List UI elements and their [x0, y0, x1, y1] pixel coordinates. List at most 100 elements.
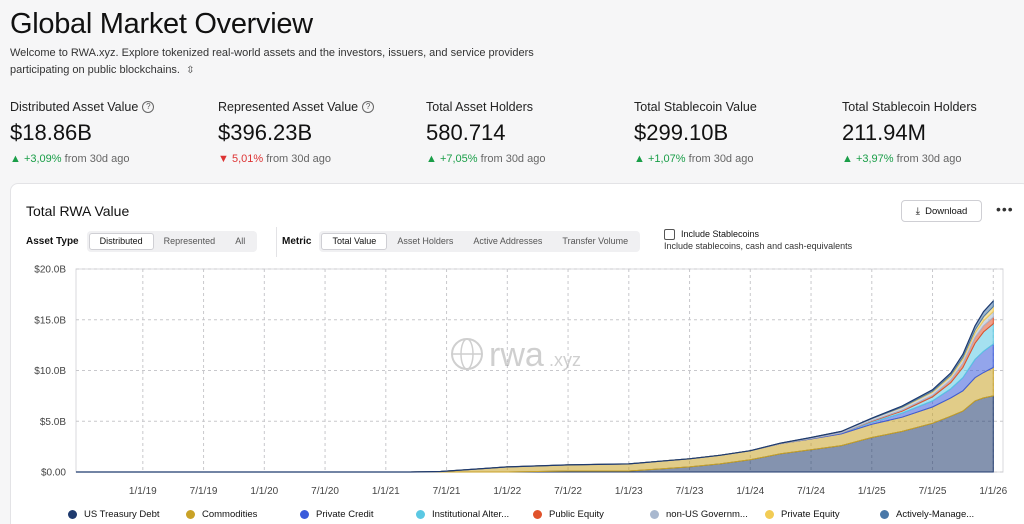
asset-type-option-distributed[interactable]: Distributed [88, 232, 154, 250]
kpi-distributed-asset-value: Distributed Asset Value? $18.86B ▲ +3,09… [10, 100, 210, 165]
globe-meridian [460, 338, 474, 370]
x-tick-label: 1/1/21 [372, 486, 400, 497]
kpi-value: $299.10B [634, 120, 729, 145]
translate-icon[interactable]: ⇳ [186, 65, 195, 76]
legend-label: non-US Governm... [666, 509, 748, 520]
metric-option-transfer-volume[interactable]: Transfer Volume [562, 235, 629, 246]
legend-item[interactable]: Public Equity [533, 509, 604, 520]
legend-swatch [416, 510, 425, 519]
metric-segmented-control: Total Value Asset Holders Active Address… [319, 230, 641, 252]
asset-type-option-all[interactable]: All [235, 235, 246, 246]
legend-item[interactable]: Actively-Manage... [880, 509, 974, 520]
kpi-label: Represented Asset Value [218, 100, 359, 114]
card-title: Total RWA Value [26, 203, 130, 219]
kpi-total-stablecoin-holders: Total Stablecoin Holders 211.94M ▲ +3,97… [842, 100, 1024, 165]
kpi-period: from 30d ago [480, 153, 546, 165]
legend-swatch [880, 510, 889, 519]
kpi-change: +1,07% [647, 153, 686, 165]
legend-swatch [765, 510, 774, 519]
x-tick-label: 1/1/19 [129, 486, 157, 497]
include-stablecoins-label[interactable]: Include Stablecoins [681, 229, 760, 239]
chart-legend: US Treasury Debt Commodities Private Credi… [68, 509, 1024, 524]
kpi-total-asset-holders: Total Asset Holders 580.714 ▲ +7,05% fro… [426, 100, 626, 165]
x-tick-label: 7/1/23 [676, 486, 704, 497]
more-options-button[interactable]: ••• [996, 201, 1014, 217]
download-icon: ⤓ [915, 205, 921, 217]
legend-label: Actively-Manage... [896, 509, 975, 520]
kpi-label: Total Stablecoin Value [634, 100, 757, 114]
x-tick-label: 7/1/25 [919, 486, 947, 497]
kpi-label: Total Stablecoin Holders [842, 100, 977, 114]
page-subtitle-text: Welcome to RWA.xyz. Explore tokenized re… [10, 47, 534, 76]
kpi-change: +3,97% [855, 153, 894, 165]
kpi-period: from 30d ago [896, 153, 962, 165]
kpi-label: Total Asset Holders [426, 100, 533, 114]
legend-item[interactable]: Commodities [186, 509, 257, 520]
arrow-up-icon: ▲ [842, 153, 853, 165]
asset-type-filter: Asset Type Distributed Represented All [26, 230, 258, 252]
kpi-value: $396.23B [218, 120, 313, 145]
x-tick-label: 1/1/26 [979, 486, 1007, 497]
x-tick-label: 7/1/19 [190, 486, 218, 497]
legend-swatch [300, 510, 309, 519]
legend-label: Private Equity [781, 509, 840, 520]
legend-item[interactable]: US Treasury Debt [68, 509, 160, 520]
x-tick-label: 7/1/22 [554, 486, 582, 497]
stack-top-line [76, 300, 994, 473]
x-tick-label: 1/1/22 [493, 486, 521, 497]
info-icon[interactable]: ? [142, 101, 155, 113]
kpi-change: +3,09% [23, 153, 62, 165]
download-label: Download [925, 205, 968, 217]
x-tick-label: 7/1/24 [797, 486, 825, 497]
kpi-period: from 30d ago [688, 153, 754, 165]
y-tick-label: $15.0B [34, 315, 66, 326]
filter-divider [276, 227, 277, 257]
y-tick-label: $10.0B [34, 366, 66, 377]
x-tick-label: 7/1/21 [433, 486, 461, 497]
metric-filter: Metric Total Value Asset Holders Active … [282, 230, 641, 252]
kpi-label: Distributed Asset Value [10, 100, 139, 114]
arrow-up-icon: ▲ [634, 153, 645, 165]
kpi-period: from 30d ago [266, 153, 332, 165]
metric-label: Metric [282, 235, 312, 247]
include-stablecoins-checkbox[interactable] [664, 229, 675, 240]
page-title: Global Market Overview [10, 8, 313, 40]
rwa-value-chart[interactable]: $0.00 $5.0B $10.0B $15.0B $20.0B 1/1/19 7/1/19… [0, 255, 1024, 500]
kpi-value: 580.714 [426, 120, 506, 145]
download-button[interactable]: ⤓ Download [901, 200, 982, 222]
watermark-text: rwa [489, 336, 544, 374]
legend-label: Commodities [202, 509, 258, 520]
metric-option-active-addresses[interactable]: Active Addresses [473, 235, 543, 246]
legend-item[interactable]: Private Credit [300, 509, 374, 520]
legend-swatch [650, 510, 659, 519]
legend-item[interactable]: non-US Governm... [650, 509, 748, 520]
arrow-up-icon: ▲ [426, 153, 437, 165]
metric-option-total-value[interactable]: Total Value [321, 232, 388, 250]
legend-label: Public Equity [549, 509, 604, 520]
asset-type-segmented-control: Distributed Represented All [86, 230, 258, 252]
info-icon[interactable]: ? [362, 101, 375, 113]
legend-swatch [186, 510, 195, 519]
x-tick-label: 1/1/25 [858, 486, 886, 497]
kpi-value: 211.94M [842, 120, 926, 145]
x-tick-label: 1/1/20 [250, 486, 278, 497]
legend-label: US Treasury Debt [84, 509, 160, 520]
arrow-down-icon: ▼ [218, 153, 229, 165]
legend-item[interactable]: Private Equity [765, 509, 840, 520]
globe-icon [451, 338, 483, 370]
rwa-watermark: rwa .xyz [451, 336, 581, 374]
y-tick-label: $5.0B [40, 417, 66, 428]
kpi-period: from 30d ago [64, 153, 130, 165]
include-stablecoins-description: Include stablecoins, cash and cash-equiv… [664, 241, 853, 251]
kpi-represented-asset-value: Represented Asset Value? $396.23B ▼ 5,01… [218, 100, 418, 165]
kpi-total-stablecoin-value: Total Stablecoin Value $299.10B ▲ +1,07%… [634, 100, 834, 165]
x-tick-label: 1/1/24 [736, 486, 764, 497]
legend-item[interactable]: Institutional Alter... [416, 509, 509, 520]
arrow-up-icon: ▲ [10, 153, 21, 165]
metric-option-asset-holders[interactable]: Asset Holders [397, 235, 454, 246]
y-tick-label: $20.0B [34, 265, 66, 276]
asset-type-option-represented[interactable]: Represented [163, 235, 216, 246]
x-tick-label: 7/1/20 [311, 486, 339, 497]
watermark-suffix: .xyz [549, 350, 581, 370]
